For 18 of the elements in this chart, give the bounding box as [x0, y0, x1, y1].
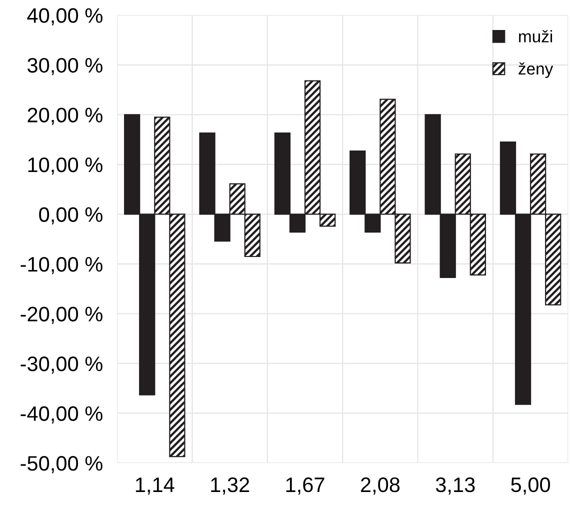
y-tick-label: -50,00 %	[20, 456, 102, 474]
y-tick-label: 40,00 %	[27, 8, 102, 26]
x-tick-label: 1,67	[286, 477, 324, 495]
x-tick-label: 2,08	[360, 477, 400, 495]
x-tick-label: 1,32	[211, 477, 250, 495]
x-tick-label: 3,13	[436, 477, 475, 495]
y-tick-label: 20,00 %	[28, 108, 102, 125]
y-tick-label: 10,00 %	[28, 157, 102, 175]
y-tick-label: -40,00 %	[20, 406, 102, 424]
y-tick-label: 30,00 %	[28, 58, 102, 76]
x-tick-label: 1,14	[136, 478, 174, 495]
y-tick-label: 0,00 %	[39, 207, 102, 224]
x-tick-label: 5,00	[511, 477, 550, 495]
y-tick-label: -10,00 %	[20, 256, 102, 274]
y-tick-label: -30,00 %	[20, 356, 102, 374]
y-tick-label: -20,00 %	[20, 306, 102, 324]
legend-label: muži	[519, 30, 552, 42]
legend-label: ženy	[518, 62, 554, 78]
